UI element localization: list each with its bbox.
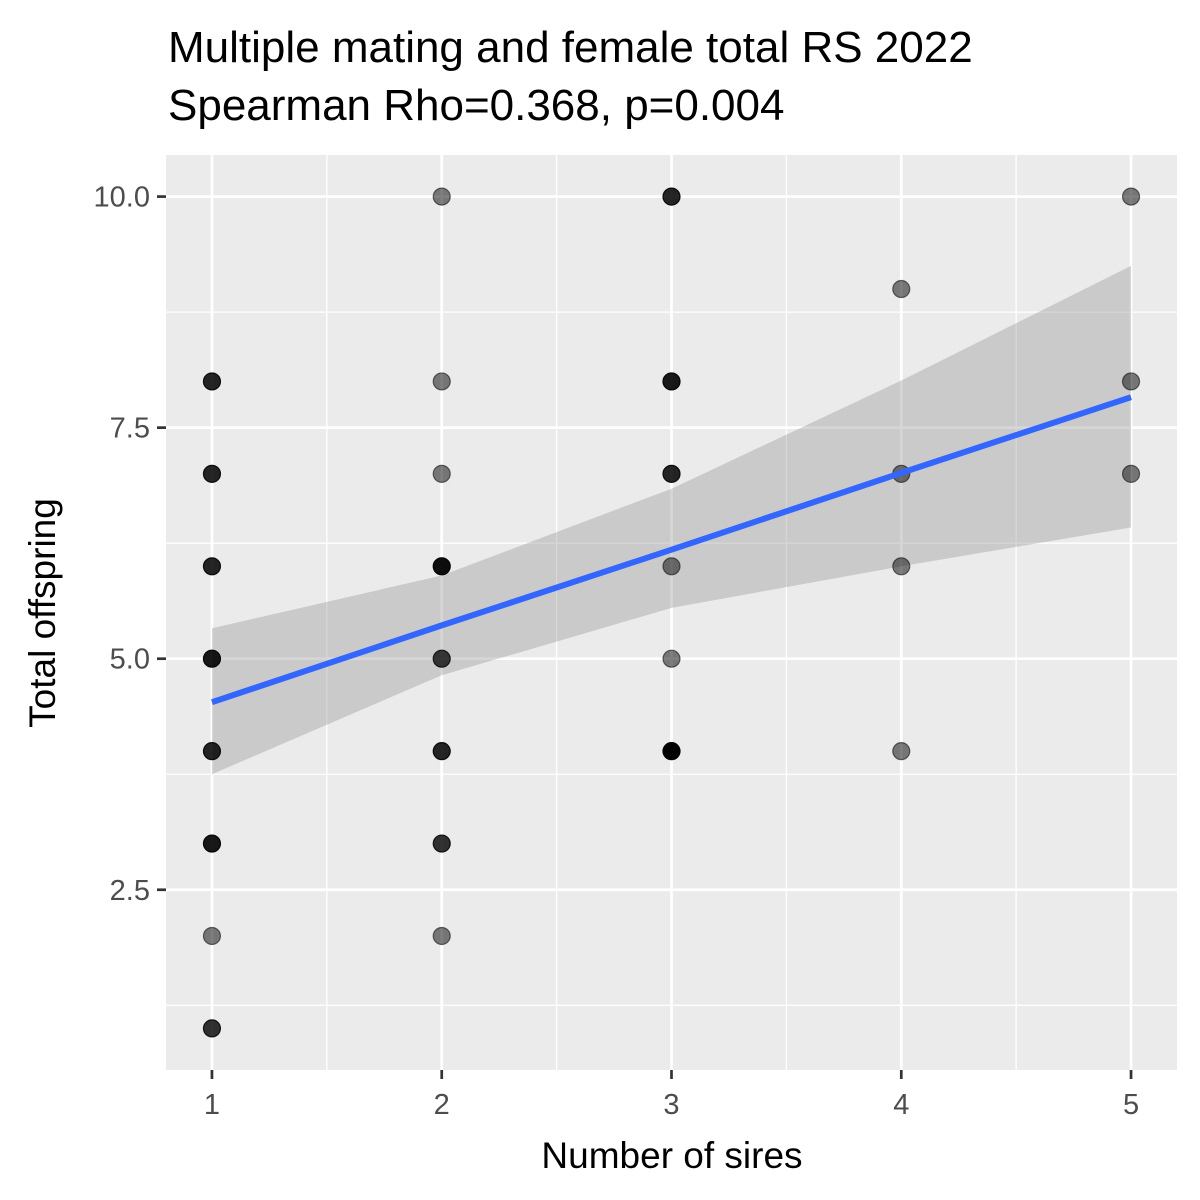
data-point [432, 926, 451, 946]
y-axis: 2.5 5.0 7.5 10.0 [94, 182, 166, 907]
x-tick-label: 2 [434, 1089, 450, 1121]
data-point [662, 464, 681, 483]
data-point [432, 187, 451, 206]
data-point [432, 557, 451, 576]
data-point [432, 649, 451, 668]
data-point [892, 279, 911, 299]
data-point [1121, 187, 1141, 206]
x-tick-label: 1 [204, 1089, 220, 1121]
chart-title: Multiple mating and female total RS 2022 [168, 23, 973, 72]
confidence-band-layer [212, 265, 1131, 775]
data-point [432, 834, 451, 853]
y-tick-label: 5.0 [110, 644, 150, 676]
chart-subtitle: Spearman Rho=0.368, p=0.004 [168, 81, 784, 130]
data-point [892, 742, 911, 761]
regression-line [211, 394, 1132, 706]
data-point [432, 372, 451, 391]
data-point [202, 834, 222, 853]
data-point [1121, 464, 1141, 483]
data-point [662, 372, 681, 391]
x-axis-title: Number of sires [541, 1135, 802, 1176]
data-point [432, 464, 451, 483]
confidence-band [212, 265, 1131, 775]
y-tick-label: 7.5 [110, 413, 150, 445]
y-tick-label: 2.5 [110, 875, 150, 907]
y-tick-label: 10.0 [94, 182, 150, 214]
data-point [662, 742, 681, 761]
data-point [662, 649, 681, 668]
data-point [202, 557, 222, 576]
x-tick-label: 3 [663, 1089, 679, 1121]
data-point [662, 187, 681, 206]
x-tick-label: 5 [1123, 1089, 1139, 1121]
data-point [202, 742, 222, 761]
regression-line-layer [211, 394, 1132, 706]
data-point [432, 742, 451, 761]
x-tick-label: 4 [893, 1089, 909, 1121]
x-axis: 1 2 3 4 5 [204, 1070, 1139, 1121]
data-point [202, 464, 222, 483]
data-point [892, 557, 911, 576]
y-axis-title: Total offspring [22, 498, 63, 728]
data-point [202, 1019, 222, 1038]
data-point [662, 557, 681, 576]
data-point [202, 926, 222, 946]
points-layer [202, 187, 1141, 1038]
data-point [1121, 372, 1141, 391]
data-point [202, 372, 222, 391]
data-point [202, 649, 222, 668]
